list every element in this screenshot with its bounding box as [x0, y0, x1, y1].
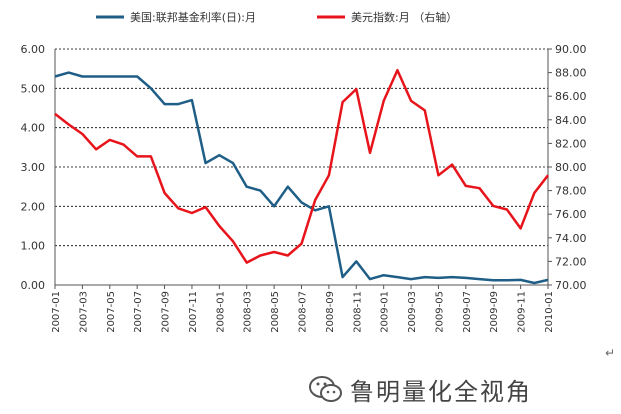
x-tick-label: 2010-01 — [544, 291, 555, 333]
y-right-tick-label: 78.00 — [555, 185, 587, 198]
y-left-tick-label: 6.00 — [21, 43, 46, 56]
y-axis-right: 70.00 72.00 74.00 76.00 78.00 80.00 82.00 84.00… — [548, 43, 587, 292]
stray-mark: ↵ — [605, 346, 616, 360]
y-axis-left: 0.00 1.00 2.00 3.00 4.00 5.00 6.00 — [21, 43, 46, 292]
x-tick-label: 2008-01 — [215, 291, 226, 333]
x-tick-label: 2007-09 — [161, 291, 172, 333]
legend-label: 美国:联邦基金利率(日):月 — [130, 10, 256, 24]
series-line-dollar-index — [54, 68, 549, 264]
y-left-tick-label: 3.00 — [21, 161, 46, 174]
x-tick-label: 2009-05 — [434, 291, 445, 333]
series-layer — [54, 68, 549, 285]
x-tick-label: 2007-05 — [106, 291, 117, 333]
y-right-tick-label: 80.00 — [555, 161, 587, 174]
y-right-tick-label: 74.00 — [555, 232, 587, 245]
y-left-tick-label: 2.00 — [21, 200, 46, 213]
x-tick-label: 2008-07 — [298, 291, 309, 333]
legend: 美国:联邦基金利率(日):月 美元指数:月 （右轴） — [96, 10, 457, 24]
y-right-tick-label: 90.00 — [555, 43, 587, 56]
x-tick-label: 2009-09 — [489, 291, 500, 333]
y-right-tick-label: 82.00 — [555, 137, 587, 150]
gridlines — [54, 48, 549, 286]
series-line-fed-funds-rate — [54, 71, 549, 285]
y-right-tick-label: 88.00 — [555, 67, 587, 80]
y-right-tick-label: 76.00 — [555, 208, 587, 221]
y-right-tick-label: 86.00 — [555, 90, 587, 103]
watermark-text: 鲁明量化全视角 — [350, 378, 532, 406]
y-left-tick-label: 4.00 — [21, 122, 46, 135]
y-right-tick-label: 70.00 — [555, 279, 587, 292]
watermark: 鲁明量化全视角 — [308, 372, 532, 407]
x-tick-label: 2009-07 — [462, 291, 473, 333]
y-right-tick-label: 84.00 — [555, 114, 587, 127]
y-left-tick-label: 5.00 — [21, 82, 46, 95]
y-left-tick-label: 1.00 — [21, 240, 46, 253]
x-tick-label: 2007-07 — [133, 291, 144, 333]
y-right-tick-label: 72.00 — [555, 255, 587, 268]
wechat-icon — [309, 375, 342, 402]
x-tick-label: 2009-01 — [380, 291, 391, 333]
x-tick-label: 2007-11 — [188, 291, 199, 333]
x-tick-label: 2009-11 — [517, 291, 528, 333]
x-tick-label: 2008-05 — [270, 291, 281, 333]
x-axis: 2007-01 2007-03 2007-05 2007-07 2007-09 2007-… — [51, 285, 555, 333]
x-tick-label: 2009-03 — [407, 291, 418, 333]
x-tick-label: 2008-03 — [243, 291, 254, 333]
legend-label: 美元指数:月 （右轴） — [351, 10, 457, 24]
y-left-tick-label: 0.00 — [21, 279, 46, 292]
x-tick-label: 2007-01 — [51, 291, 62, 333]
x-tick-label: 2007-03 — [78, 291, 89, 333]
x-tick-label: 2008-09 — [325, 291, 336, 333]
x-tick-label: 2008-11 — [352, 291, 363, 333]
